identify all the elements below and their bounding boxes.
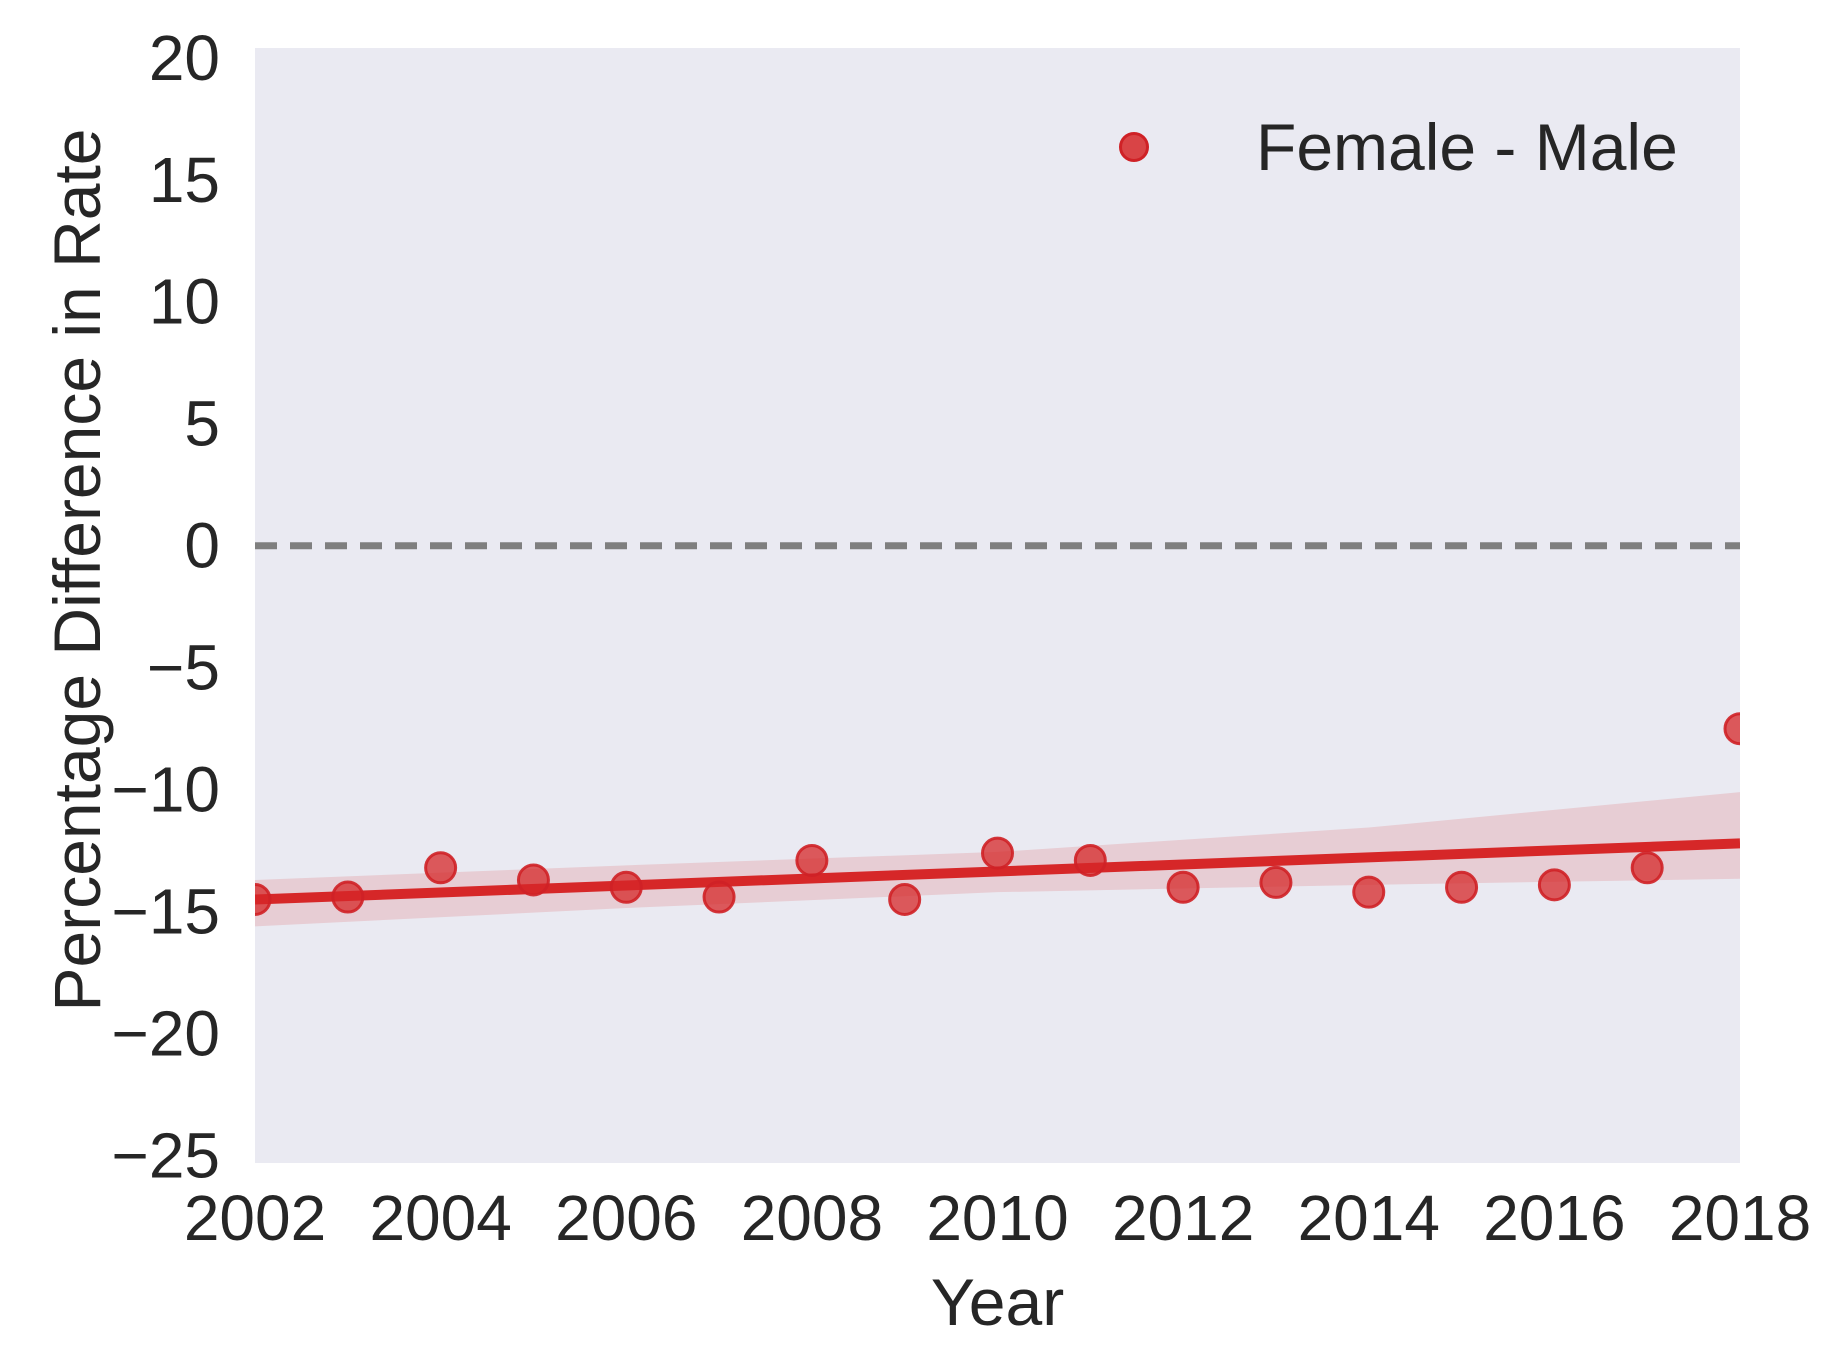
y-tick-label: 5 xyxy=(184,388,220,460)
y-tick-label: −25 xyxy=(111,1120,220,1192)
x-tick-label: 2002 xyxy=(184,1182,326,1254)
data-point-2009 xyxy=(888,882,922,916)
x-tick-label: 2006 xyxy=(555,1182,697,1254)
legend: Female - Male xyxy=(1119,110,1678,184)
plot-area xyxy=(255,542,1740,927)
data-point-2015 xyxy=(1445,870,1479,904)
data-point-2012 xyxy=(1166,870,1200,904)
data-point-2003 xyxy=(331,880,365,914)
y-tick-label: −20 xyxy=(111,998,220,1070)
legend-marker-icon xyxy=(1119,132,1149,162)
y-axis-label: Percentage Difference in Rate xyxy=(40,129,114,1012)
x-tick-label: 2018 xyxy=(1669,1182,1811,1254)
data-point-2002 xyxy=(255,883,272,916)
x-tick-label: 2012 xyxy=(1112,1182,1254,1254)
data-point-2004 xyxy=(424,851,458,885)
y-tick-label: −10 xyxy=(111,754,220,826)
data-point-2017 xyxy=(1630,851,1664,885)
data-point-2014 xyxy=(1352,875,1386,909)
y-tick-label: 20 xyxy=(149,22,220,94)
x-tick-label: 2016 xyxy=(1483,1182,1625,1254)
data-point-2007 xyxy=(702,880,736,914)
x-tick-label: 2014 xyxy=(1298,1182,1440,1254)
y-tick-label: 10 xyxy=(149,266,220,338)
data-point-2018 xyxy=(1723,712,1740,746)
y-tick-label: 0 xyxy=(184,510,220,582)
data-point-2010 xyxy=(981,836,1014,870)
y-tick-label: −5 xyxy=(147,632,220,704)
x-tick-label: 2004 xyxy=(369,1182,511,1254)
data-point-2016 xyxy=(1537,868,1571,902)
y-tick-label: 15 xyxy=(149,144,220,216)
x-axis-label: Year xyxy=(931,1265,1064,1339)
legend-label: Female - Male xyxy=(1256,110,1678,184)
data-point-2008 xyxy=(795,843,829,877)
data-point-2005 xyxy=(516,863,550,897)
data-point-2006 xyxy=(609,870,643,904)
x-tick-label: 2010 xyxy=(926,1182,1068,1254)
y-tick-label: −15 xyxy=(111,876,220,948)
data-point-2011 xyxy=(1073,843,1107,877)
x-tick-label: 2008 xyxy=(741,1182,883,1254)
plot-area-background xyxy=(255,48,1740,1163)
data-point-2013 xyxy=(1259,865,1293,899)
regression-line xyxy=(255,838,1740,905)
